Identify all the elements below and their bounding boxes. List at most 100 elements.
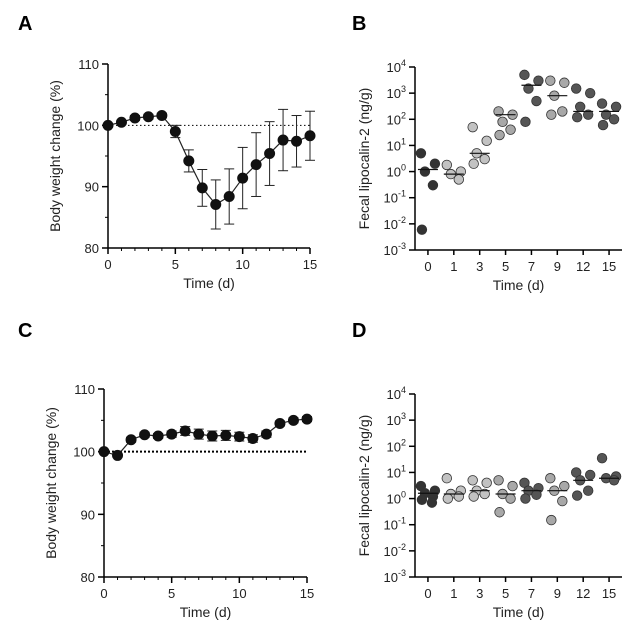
y-tick-label: 80: [85, 241, 99, 256]
data-point: [468, 491, 479, 502]
data-point: [179, 425, 191, 437]
data-point: [416, 224, 428, 235]
x-tick-label: 0: [104, 257, 111, 272]
y-tick-label: 100: [77, 118, 99, 133]
x-axis-label: Time (d): [180, 604, 232, 620]
data-point: [139, 429, 151, 441]
data-point: [442, 493, 454, 504]
y-tick-label: 80: [81, 570, 95, 585]
data-point: [519, 69, 530, 81]
y-tick-label: 103: [387, 411, 406, 428]
data-point: [546, 514, 557, 526]
x-tick-label: 0: [424, 586, 431, 601]
data-point: [441, 473, 453, 484]
x-axis-label: Time (d): [183, 275, 235, 291]
x-tick-label: 15: [602, 586, 616, 601]
data-point: [610, 101, 622, 113]
data-point: [166, 428, 178, 440]
data-point: [493, 475, 504, 486]
x-axis-label: Time (d): [493, 604, 545, 620]
data-point: [169, 125, 181, 137]
x-tick-label: 15: [602, 259, 616, 274]
x-tick-label: 7: [528, 259, 535, 274]
x-tick-label: 5: [502, 259, 509, 274]
data-point: [597, 119, 609, 131]
data-point: [301, 413, 313, 425]
data-point: [220, 429, 232, 441]
data-point: [247, 433, 259, 445]
panel-label-b: B: [352, 13, 366, 35]
y-tick-label: 102: [387, 110, 406, 127]
x-tick-label: 12: [576, 586, 590, 601]
data-point: [505, 124, 516, 135]
data-point: [494, 129, 505, 141]
data-point: [545, 75, 556, 86]
data-point: [505, 493, 516, 504]
data-point: [304, 130, 316, 142]
y-tick-label: 101: [387, 136, 406, 153]
data-point: [468, 158, 479, 169]
data-point: [415, 148, 427, 159]
chart-panel-b: 10-3 10-2 10-1 100 101 102 103 104 0 1 3 5 7 9 12 15 Tim…: [356, 58, 622, 293]
data-point: [193, 428, 205, 440]
x-tick-label: 15: [300, 586, 314, 601]
data-point: [453, 491, 465, 502]
series-line: [103, 418, 308, 457]
x-tick-label: 7: [528, 586, 535, 601]
series-line: [107, 114, 311, 206]
data-point: [115, 116, 127, 128]
y-axis-label: Fecal lipocalin-2 (ng/g): [356, 415, 372, 557]
data-point: [533, 75, 544, 86]
y-tick-label: 10-3: [384, 241, 406, 258]
data-point: [467, 475, 478, 486]
data-point: [416, 494, 428, 505]
x-tick-label: 12: [576, 259, 590, 274]
y-tick-label: 104: [387, 385, 406, 402]
data-point: [481, 477, 492, 489]
data-point: [291, 135, 303, 147]
y-tick-label: 110: [74, 382, 95, 397]
data-point: [571, 112, 583, 123]
y-tick-label: 90: [81, 507, 95, 522]
data-point: [570, 83, 582, 94]
data-point: [600, 109, 612, 120]
data-point: [571, 490, 583, 501]
data-point: [264, 148, 276, 160]
y-tick-label: 110: [78, 57, 99, 72]
data-point: [497, 116, 508, 128]
data-point: [557, 495, 568, 507]
data-point: [520, 493, 531, 504]
data-point: [129, 112, 141, 124]
data-point: [233, 431, 245, 443]
data-point: [429, 158, 441, 169]
data-point: [274, 417, 286, 429]
y-tick-label: 101: [387, 463, 406, 480]
data-point: [582, 485, 594, 496]
chart-panel-c: 80 90 100 110 0 5 10 15 Time (d) Body weight chan…: [43, 382, 314, 620]
panel-label-c: C: [18, 320, 32, 342]
data-point: [260, 428, 272, 440]
y-tick-label: 10-1: [384, 189, 406, 206]
data-point: [557, 106, 568, 117]
data-point: [494, 507, 505, 518]
data-point: [277, 134, 289, 146]
y-tick-label: 10-2: [384, 215, 406, 232]
data-point: [584, 87, 596, 99]
x-tick-label: 1: [450, 586, 457, 601]
data-point: [237, 172, 249, 184]
y-tick-label: 100: [73, 445, 95, 460]
data-point: [493, 106, 504, 117]
data-point: [426, 497, 438, 508]
y-tick-label: 10-1: [384, 516, 406, 533]
x-tick-label: 5: [172, 257, 179, 272]
data-point: [453, 174, 465, 185]
y-tick-label: 100: [387, 163, 406, 180]
data-point: [250, 159, 262, 171]
x-tick-label: 9: [554, 259, 561, 274]
data-point: [479, 488, 490, 500]
data-point: [546, 109, 557, 120]
y-tick-label: 104: [387, 58, 406, 75]
data-point: [156, 110, 168, 122]
data-point: [419, 166, 431, 177]
data-point: [287, 414, 299, 426]
